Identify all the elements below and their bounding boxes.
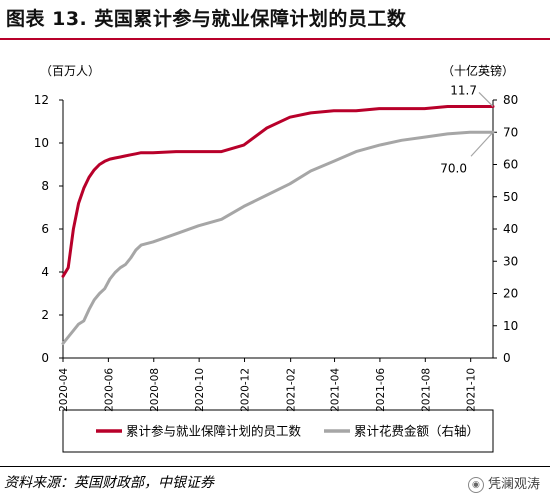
left-ticks: 0 2 4 6 8 10 12: [34, 93, 63, 365]
title-divider: [0, 38, 550, 40]
right-axis-unit: （十亿英镑）: [442, 63, 514, 78]
left-tick-label: 2: [41, 308, 49, 322]
legend-label-spending: 累计花费金额（右轴）: [354, 424, 479, 439]
x-tick-label: 2020-08: [149, 368, 161, 412]
end-annotations: 11.7 70.0: [440, 83, 494, 175]
x-tick-label: 2021-04: [330, 368, 342, 412]
brand-watermark: ◉ 凭澜观涛: [467, 473, 540, 493]
x-tick-label: 2020-04: [58, 368, 70, 412]
left-tick-label: 8: [41, 179, 49, 193]
x-tick-label: 2020-12: [240, 368, 252, 412]
x-tick-label: 2021-06: [375, 368, 387, 412]
left-tick-label: 12: [34, 93, 49, 107]
right-tick-label: 60: [503, 158, 518, 172]
right-tick-label: 70: [503, 125, 518, 139]
x-tick-label: 2020-06: [103, 368, 115, 412]
footer-divider: [0, 466, 550, 467]
right-tick-label: 80: [503, 93, 518, 107]
left-tick-label: 10: [34, 136, 49, 150]
right-tick-label: 50: [503, 190, 518, 204]
annotation-label-spending: 70.0: [440, 161, 467, 175]
left-axis-unit: （百万人）: [40, 64, 100, 78]
line-chart: （百万人） （十亿英镑） 0 2 4 6 8 10 12 0 10 20 30 40 50 60 70 80…: [34, 63, 518, 453]
x-ticks: 2020-04 2020-06 2020-08 2020-10 2020-12 2021-…: [58, 358, 478, 412]
series-layer: [61, 105, 495, 345]
series-line-spending: [61, 130, 495, 345]
page-title: 图表 13. 英国累计参与就业保障计划的员工数: [6, 8, 407, 30]
x-tick-label: 2021-08: [420, 368, 432, 412]
right-ticks: 0 10 20 30 40 50 60 70 80: [493, 93, 518, 365]
left-tick-label: 0: [41, 351, 49, 365]
x-tick-label: 2020-10: [194, 368, 206, 412]
series-line-employees: [61, 105, 495, 278]
right-tick-label: 40: [503, 222, 518, 236]
right-tick-label: 30: [503, 254, 518, 268]
left-tick-label: 4: [41, 265, 49, 279]
right-tick-label: 10: [503, 319, 518, 333]
left-tick-label: 6: [41, 222, 49, 236]
source-note: 资料来源：英国财政部，中银证券: [4, 475, 214, 491]
right-tick-label: 20: [503, 287, 518, 301]
legend-box: [62, 409, 494, 453]
annotation-label-employees: 11.7: [450, 83, 477, 97]
wechat-icon: ◉: [467, 476, 484, 493]
x-tick-label: 2021-02: [286, 368, 298, 412]
brand-name: 凭澜观涛: [487, 477, 540, 492]
right-tick-label: 0: [503, 351, 511, 365]
legend-label-employees: 累计参与就业保障计划的员工数: [126, 424, 302, 439]
annotation-leader-spending: [470, 131, 494, 157]
annotation-leader-employees: [478, 92, 494, 107]
x-tick-label: 2021-10: [466, 368, 478, 412]
